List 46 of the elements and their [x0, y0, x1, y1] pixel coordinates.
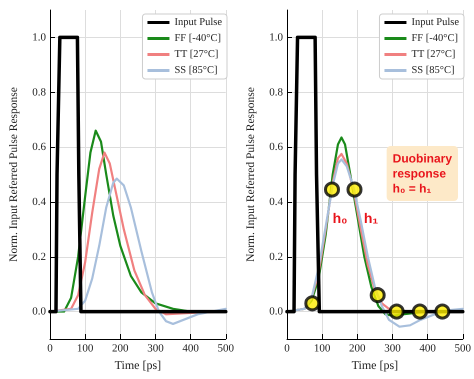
y-tick-label: 0.6 — [32, 141, 46, 154]
x-tick-label: 500 — [218, 342, 234, 354]
y-tick-label: 0.4 — [32, 196, 46, 208]
y-tick-label: 0.8 — [269, 86, 284, 98]
legend-label: SS [85°C] — [174, 65, 218, 76]
legend-label: FF [-40°C] — [174, 33, 221, 44]
y-tick-label: 1.0 — [269, 31, 284, 44]
y-tick-label: 0.8 — [32, 86, 46, 98]
annotation: h₀ — [332, 210, 348, 226]
point — [388, 304, 405, 320]
point — [324, 182, 340, 198]
y-axis-title: Norm. Input Referred Pulse Response — [8, 87, 20, 262]
x-tick-label: 100 — [76, 342, 94, 354]
point — [346, 182, 362, 198]
x-tick-label: 500 — [454, 342, 472, 354]
legend-label: Input Pulse — [174, 17, 222, 28]
legend-label: SS [85°C] — [411, 65, 454, 76]
x-tick-label: 0 — [47, 342, 54, 354]
x-tick-label: 0 — [284, 342, 290, 354]
x-tick-label: 200 — [349, 342, 366, 354]
x-tick-label: 300 — [147, 342, 164, 354]
y-tick-label: 1.0 — [32, 31, 46, 44]
y-tick-label: 0.6 — [269, 141, 284, 154]
x-tick-label: 200 — [112, 342, 130, 354]
legend-label: TT [27°C] — [411, 49, 456, 60]
point — [434, 304, 450, 320]
legend-label: Input Pulse — [411, 17, 460, 28]
x-tick-label: 400 — [182, 342, 200, 354]
x-axis-title: Time [ps] — [114, 358, 162, 372]
y-tick-label: 0.2 — [269, 250, 283, 263]
y-tick-label: 0.0 — [32, 306, 46, 318]
point — [412, 304, 428, 320]
point — [370, 287, 386, 304]
y-tick-label: 0.0 — [269, 306, 284, 318]
y-tick-label: 0.2 — [32, 250, 46, 263]
x-axis-title: Time [ps] — [352, 358, 398, 372]
x-tick-label: 300 — [384, 342, 402, 354]
annotation: h₁ — [364, 210, 378, 226]
x-tick-label: 400 — [419, 342, 436, 354]
legend-label: TT [27°C] — [174, 49, 218, 60]
x-tick-label: 100 — [314, 342, 331, 354]
legend-label: FF [-40°C] — [411, 33, 458, 44]
point — [304, 295, 320, 312]
y-axis-title: Norm. Input Referred Pulse Response — [245, 87, 257, 262]
annotation: Duobinary response h₀ = h₁ — [392, 152, 452, 196]
y-tick-label: 0.4 — [269, 196, 284, 208]
